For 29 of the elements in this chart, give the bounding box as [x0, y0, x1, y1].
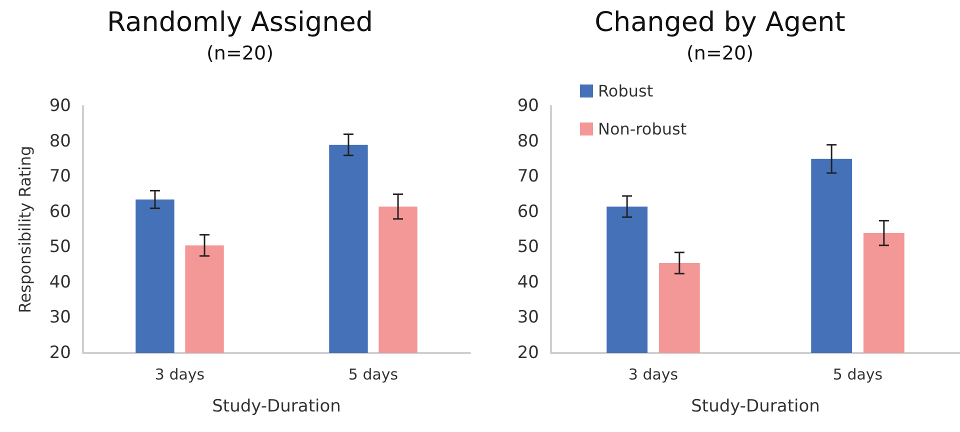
y-tick-label: 60: [49, 202, 71, 222]
legend-label: Robust: [598, 82, 654, 100]
chart-subtitle: (n=20): [686, 42, 754, 64]
x-tick-label: 3 days: [154, 366, 205, 384]
y-tick-label: 60: [517, 202, 539, 222]
y-tick-label: 30: [517, 308, 539, 328]
y-tick-label: 80: [517, 131, 539, 152]
y-tick-label: 90: [517, 96, 539, 116]
chart-title: Randomly Assigned: [107, 7, 373, 38]
y-tick-label: 70: [49, 166, 71, 187]
y-tick-label: 90: [49, 96, 71, 116]
y-tick-label: 40: [49, 272, 71, 292]
y-tick-label: 20: [517, 343, 539, 363]
x-axis-title: Study-Duration: [212, 396, 341, 416]
legend-label: Non-robust: [598, 120, 687, 138]
y-tick-label: 30: [49, 308, 71, 328]
x-tick-label: 5 days: [348, 366, 398, 384]
chart-subtitle: (n=20): [206, 42, 274, 64]
chart-title: Changed by Agent: [594, 7, 846, 38]
y-tick-label: 20: [49, 343, 71, 363]
y-tick-label: 50: [49, 237, 71, 258]
x-axis-title: Study-Duration: [691, 396, 820, 416]
x-tick-label: 3 days: [628, 366, 678, 384]
y-axis-title: Responsibility Rating: [16, 146, 34, 314]
y-tick-label: 80: [49, 131, 71, 152]
x-tick-label: 5 days: [832, 366, 883, 384]
y-tick-label: 40: [517, 272, 539, 292]
y-tick-label: 50: [517, 237, 539, 258]
y-tick-label: 70: [517, 166, 539, 187]
